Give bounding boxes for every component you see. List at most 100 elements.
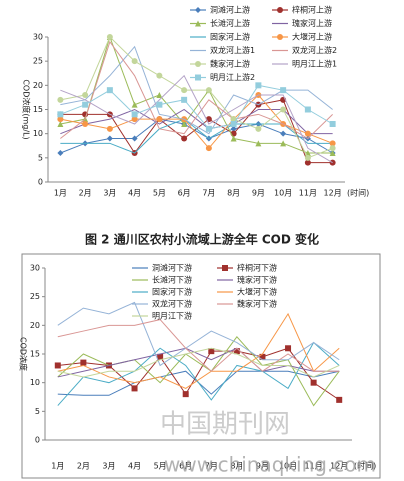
y-tick-label: 10	[30, 378, 40, 387]
legend-label: 长滩河上游	[210, 18, 250, 28]
y-axis-label: COD浓度(mg/L)	[22, 79, 32, 139]
point	[230, 125, 237, 132]
legend-marker	[195, 61, 201, 67]
legend-marker	[195, 20, 201, 27]
point	[157, 353, 164, 360]
x-tick-label: 8月	[230, 462, 243, 471]
x-tick-label: 11月	[299, 189, 317, 198]
point	[280, 87, 287, 94]
series-line	[60, 84, 333, 130]
x-tick-label: 5月	[154, 462, 167, 471]
point	[131, 101, 138, 108]
watermark: www.chinaqking.com	[164, 453, 376, 477]
series-line	[57, 347, 340, 401]
point	[156, 92, 163, 98]
point	[310, 379, 317, 386]
point	[106, 125, 113, 132]
point	[304, 106, 311, 113]
x-tick-label: 1月	[51, 462, 64, 471]
x-tick-label: 9月	[256, 462, 269, 471]
x-axis-label: (时间)	[354, 461, 376, 471]
series-line	[57, 347, 340, 378]
point	[255, 140, 262, 147]
x-tick-label: 6月	[179, 462, 192, 471]
point	[156, 72, 163, 79]
x-tick-label: 10月	[274, 189, 292, 198]
x-tick-label: 4月	[128, 189, 141, 198]
point	[181, 121, 188, 127]
point	[205, 145, 212, 152]
y-tick-label: 0	[38, 178, 43, 187]
series-line	[60, 40, 333, 140]
y-tick-label: 5	[38, 153, 43, 162]
x-tick-label: 5月	[153, 189, 166, 198]
legend-label: 洞滩河上游	[210, 5, 250, 15]
point	[230, 116, 237, 123]
series-line	[60, 108, 333, 135]
x-tick-label: 7月	[202, 189, 215, 198]
x-tick-label: 7月	[205, 462, 218, 471]
x-tick-label: 4月	[128, 462, 141, 471]
point	[181, 87, 188, 94]
y-tick-label: 30	[33, 33, 43, 42]
legend-label: 双龙河下游	[152, 299, 192, 309]
x-tick-label: 2月	[77, 462, 90, 471]
point	[205, 125, 212, 132]
legend-label: 梓桐河下游	[237, 263, 277, 273]
point	[329, 145, 336, 152]
series-line	[60, 45, 333, 135]
point	[57, 150, 64, 156]
legend-label: 固家河下游	[152, 287, 192, 297]
point	[329, 121, 336, 127]
y-tick-label: 0	[35, 436, 40, 445]
x-tick-label: 12月	[324, 189, 342, 198]
point	[131, 135, 138, 142]
series-line	[57, 319, 340, 372]
point	[304, 159, 311, 166]
legend-label: 长滩河下游	[152, 275, 192, 285]
series-line	[60, 118, 333, 154]
point	[106, 87, 113, 94]
y-tick-label: 15	[30, 350, 40, 359]
point	[304, 154, 311, 161]
watermark: 中国期刊网	[160, 410, 290, 440]
point	[208, 348, 215, 355]
legend-label: 双龙河上游2	[292, 45, 337, 55]
y-tick-label: 15	[33, 105, 43, 114]
point	[57, 96, 64, 103]
legend-label: 明月江上游1	[292, 59, 337, 69]
legend-marker	[277, 34, 283, 40]
legend-marker	[277, 7, 283, 13]
x-tick-label: 3月	[103, 189, 116, 198]
legend-label: 大堰河下游	[237, 287, 277, 297]
x-tick-label: 1月	[54, 189, 67, 198]
point	[329, 140, 336, 147]
series-line	[57, 341, 340, 406]
legend-label: 大堰河上游	[292, 32, 332, 42]
series-line	[60, 36, 333, 159]
series-line	[60, 94, 333, 149]
series-line	[60, 118, 333, 154]
x-tick-label: 9月	[252, 189, 265, 198]
point	[181, 96, 188, 103]
x-tick-label: 3月	[102, 462, 115, 471]
series-line	[57, 347, 340, 378]
y-axis-label: COD浓度	[19, 337, 29, 371]
legend-marker	[222, 265, 228, 271]
series-line	[60, 35, 333, 154]
y-tick-label: 25	[33, 57, 43, 66]
point	[304, 130, 311, 137]
point	[80, 359, 87, 366]
point	[131, 116, 138, 123]
point	[230, 135, 237, 142]
y-tick-label: 10	[33, 129, 43, 138]
point	[106, 34, 113, 40]
legend-label: 魏家河下游	[237, 299, 277, 309]
legend-label: 瑰家河下游	[237, 275, 277, 285]
point	[57, 121, 64, 127]
point	[205, 87, 212, 94]
x-tick-label: 11月	[305, 462, 323, 471]
chart-frame	[21, 253, 381, 479]
point	[336, 396, 343, 403]
